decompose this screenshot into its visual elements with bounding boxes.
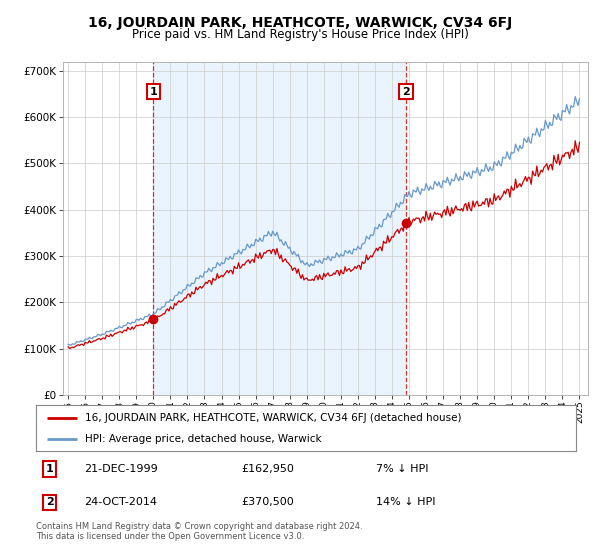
Text: 2: 2 bbox=[46, 497, 53, 507]
Text: 24-OCT-2014: 24-OCT-2014 bbox=[85, 497, 158, 507]
Text: 16, JOURDAIN PARK, HEATHCOTE, WARWICK, CV34 6FJ (detached house): 16, JOURDAIN PARK, HEATHCOTE, WARWICK, C… bbox=[85, 413, 461, 423]
Text: 1: 1 bbox=[46, 464, 53, 474]
Bar bbox=[154, 62, 406, 395]
Text: Contains HM Land Registry data © Crown copyright and database right 2024.
This d: Contains HM Land Registry data © Crown c… bbox=[36, 522, 362, 542]
Text: Price paid vs. HM Land Registry's House Price Index (HPI): Price paid vs. HM Land Registry's House … bbox=[131, 28, 469, 41]
Text: £162,950: £162,950 bbox=[241, 464, 294, 474]
Text: 16, JOURDAIN PARK, HEATHCOTE, WARWICK, CV34 6FJ: 16, JOURDAIN PARK, HEATHCOTE, WARWICK, C… bbox=[88, 16, 512, 30]
Text: 21-DEC-1999: 21-DEC-1999 bbox=[85, 464, 158, 474]
Text: HPI: Average price, detached house, Warwick: HPI: Average price, detached house, Warw… bbox=[85, 434, 321, 444]
Text: 7% ↓ HPI: 7% ↓ HPI bbox=[376, 464, 428, 474]
Text: 14% ↓ HPI: 14% ↓ HPI bbox=[376, 497, 436, 507]
Text: £370,500: £370,500 bbox=[241, 497, 294, 507]
Text: 2: 2 bbox=[402, 87, 410, 96]
Text: 1: 1 bbox=[149, 87, 157, 96]
